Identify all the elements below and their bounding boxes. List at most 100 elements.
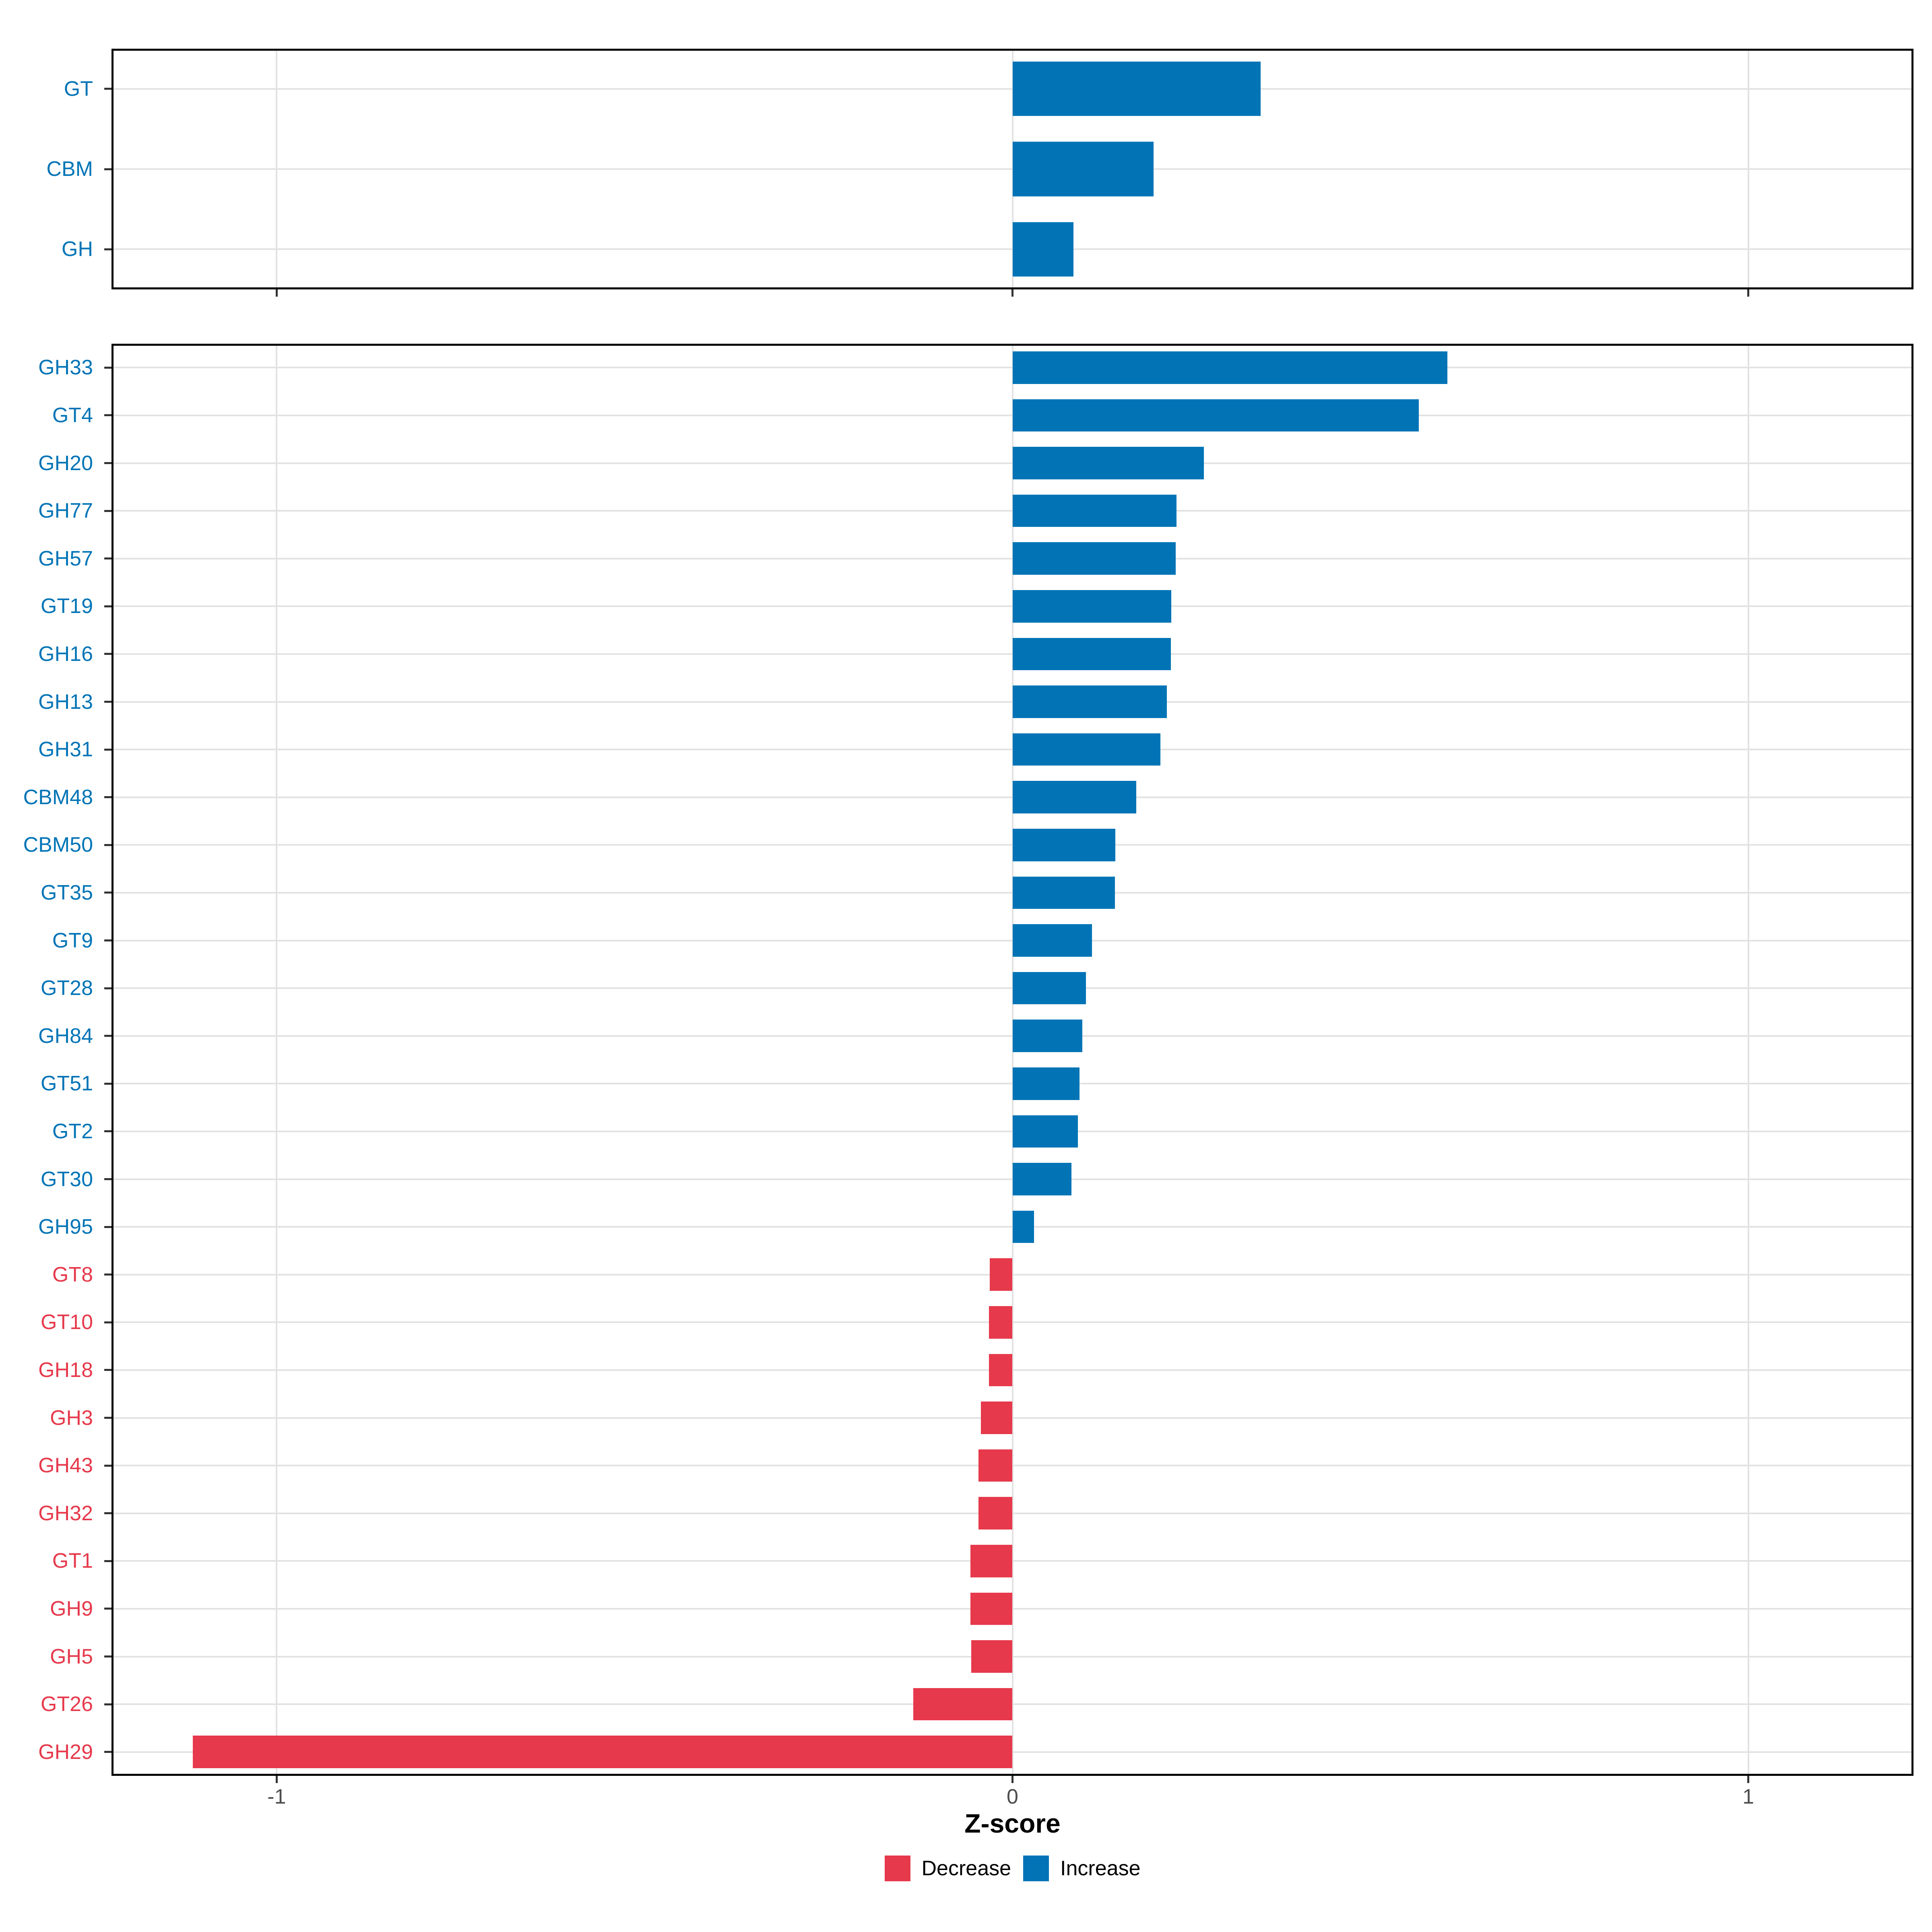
bar-CBM48 bbox=[1012, 781, 1136, 814]
y-tick-mark bbox=[104, 1082, 111, 1085]
bar-GT8 bbox=[989, 1258, 1013, 1291]
bar-GH84 bbox=[1012, 1020, 1083, 1053]
legend-label-decrease: Decrease bbox=[921, 1857, 1011, 1880]
y-tick-mark bbox=[104, 248, 111, 250]
category-label-GT51: GT51 bbox=[40, 1072, 93, 1096]
bar-GH9 bbox=[970, 1592, 1013, 1625]
bar-GH16 bbox=[1012, 638, 1171, 671]
bar-GH95 bbox=[1012, 1210, 1034, 1243]
legend-item-increase: Increase bbox=[1023, 1856, 1141, 1881]
x-tick-label-1: 1 bbox=[1742, 1785, 1754, 1808]
x-axis-title: Z-score bbox=[964, 1808, 1061, 1838]
row-gridline bbox=[111, 1512, 1913, 1514]
bar-GT30 bbox=[1012, 1163, 1071, 1195]
category-label-GT26: GT26 bbox=[40, 1693, 93, 1716]
y-tick-mark bbox=[104, 1703, 111, 1705]
x-tick-mark bbox=[1011, 289, 1013, 297]
category-label-CBM48: CBM48 bbox=[23, 785, 93, 809]
y-tick-mark bbox=[104, 414, 111, 417]
bar-GH5 bbox=[971, 1640, 1013, 1673]
category-label-GH57: GH57 bbox=[38, 547, 93, 570]
bar-GH77 bbox=[1012, 494, 1177, 527]
bar-GH29 bbox=[193, 1736, 1013, 1769]
category-label-GT19: GT19 bbox=[40, 594, 93, 618]
row-gridline bbox=[111, 1274, 1913, 1276]
bar-GT26 bbox=[913, 1688, 1013, 1721]
legend-key-decrease bbox=[884, 1856, 910, 1881]
y-tick-mark bbox=[104, 168, 111, 170]
y-tick-mark bbox=[104, 1369, 111, 1371]
bar-GT35 bbox=[1012, 876, 1115, 909]
category-label-GH9: GH9 bbox=[50, 1597, 93, 1620]
category-label-GH77: GH77 bbox=[38, 499, 93, 523]
category-label-GH31: GH31 bbox=[38, 738, 93, 762]
y-tick-mark bbox=[104, 892, 111, 894]
y-tick-mark bbox=[104, 1512, 111, 1515]
y-tick-mark bbox=[104, 653, 111, 655]
category-label-GH84: GH84 bbox=[38, 1024, 93, 1048]
x-tick-label-0: 0 bbox=[1007, 1785, 1018, 1808]
row-gridline bbox=[111, 1465, 1913, 1467]
x-gridline bbox=[276, 344, 278, 1776]
bar-GH3 bbox=[980, 1402, 1013, 1434]
bar-GT4 bbox=[1012, 399, 1419, 432]
row-gridline bbox=[111, 1608, 1913, 1610]
x-gridline bbox=[1011, 344, 1013, 1776]
bar-CBM50 bbox=[1012, 828, 1116, 861]
category-label-GH5: GH5 bbox=[50, 1645, 93, 1668]
y-tick-mark bbox=[104, 1321, 111, 1323]
x-gridline bbox=[1747, 344, 1749, 1776]
y-tick-mark bbox=[104, 748, 111, 751]
y-tick-mark bbox=[104, 1560, 111, 1562]
bar-GT2 bbox=[1012, 1115, 1078, 1148]
y-tick-mark bbox=[104, 844, 111, 846]
x-tick-mark bbox=[275, 1776, 278, 1783]
y-tick-mark bbox=[104, 1274, 111, 1276]
category-label-GT1: GT1 bbox=[52, 1549, 93, 1573]
y-tick-mark bbox=[104, 557, 111, 560]
category-label-GT10: GT10 bbox=[40, 1311, 93, 1334]
y-tick-mark bbox=[104, 462, 111, 464]
row-gridline bbox=[111, 1560, 1913, 1562]
bar-GT1 bbox=[970, 1544, 1013, 1577]
category-label-GT: GT bbox=[64, 77, 93, 101]
category-label-GH32: GH32 bbox=[38, 1501, 93, 1525]
category-label-GH43: GH43 bbox=[38, 1454, 93, 1478]
x-tick-mark bbox=[275, 289, 278, 297]
row-gridline bbox=[111, 1417, 1913, 1419]
bar-CBM bbox=[1012, 142, 1154, 196]
legend-key-increase bbox=[1023, 1856, 1049, 1881]
category-label-GH16: GH16 bbox=[38, 642, 93, 666]
category-label-GH20: GH20 bbox=[38, 451, 93, 475]
category-label-GT9: GT9 bbox=[52, 929, 93, 952]
y-tick-mark bbox=[104, 510, 111, 512]
legend: Decrease Increase bbox=[884, 1856, 1141, 1881]
y-tick-mark bbox=[104, 1751, 111, 1753]
category-label-GT2: GT2 bbox=[52, 1119, 93, 1143]
y-tick-mark bbox=[104, 1608, 111, 1610]
bar-GT bbox=[1012, 61, 1261, 116]
row-gridline bbox=[111, 1655, 1913, 1657]
category-label-GT28: GT28 bbox=[40, 976, 93, 1000]
y-tick-mark bbox=[104, 1035, 111, 1037]
category-label-GH95: GH95 bbox=[38, 1215, 93, 1239]
y-tick-mark bbox=[104, 1417, 111, 1419]
x-tick-mark bbox=[1747, 289, 1750, 297]
row-gridline bbox=[111, 1751, 1913, 1753]
bar-GT28 bbox=[1012, 972, 1086, 1005]
y-tick-mark bbox=[104, 987, 111, 989]
bar-GH20 bbox=[1012, 447, 1204, 479]
y-tick-mark bbox=[104, 796, 111, 799]
bar-GT19 bbox=[1012, 590, 1172, 623]
category-label-GH: GH bbox=[62, 237, 93, 261]
y-tick-mark bbox=[104, 1178, 111, 1180]
bar-GH18 bbox=[989, 1354, 1013, 1387]
row-gridline bbox=[111, 1703, 1913, 1705]
bar-GT10 bbox=[989, 1306, 1013, 1339]
category-label-GT4: GT4 bbox=[52, 403, 93, 427]
x-tick-mark bbox=[1011, 1776, 1013, 1783]
row-gridline bbox=[111, 1369, 1913, 1371]
y-tick-mark bbox=[104, 366, 111, 369]
y-tick-mark bbox=[104, 1130, 111, 1133]
row-gridline bbox=[111, 1321, 1913, 1323]
